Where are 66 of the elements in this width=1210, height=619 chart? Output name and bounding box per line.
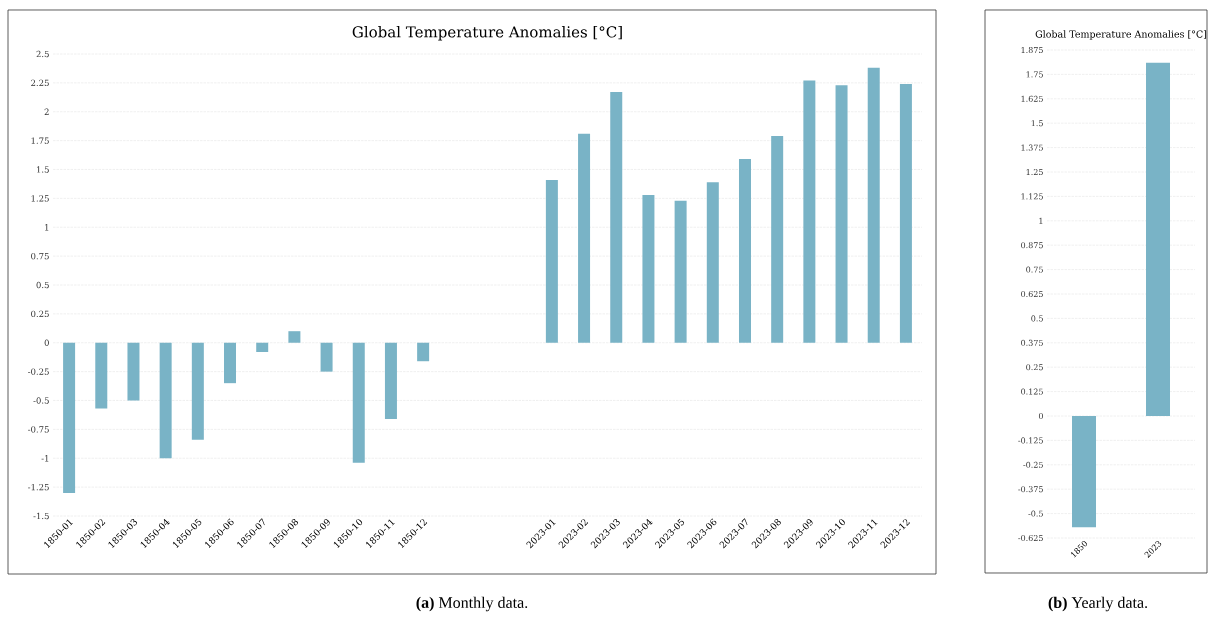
bar <box>352 342 365 463</box>
chart-title: Global Temperature Anomalies [°C] <box>1035 30 1207 40</box>
bar <box>610 92 623 343</box>
y-tick-label: 1.625 <box>1021 95 1043 102</box>
bar <box>867 67 880 343</box>
y-tick-label: 1.25 <box>1026 168 1043 176</box>
bar <box>803 80 816 343</box>
y-tick-label: 2.5 <box>36 50 49 58</box>
bar <box>384 342 397 419</box>
y-tick-label: 0.125 <box>1021 388 1043 395</box>
bar <box>545 179 558 343</box>
bar <box>578 133 591 343</box>
text: (b) Yearly data. <box>1048 596 1148 612</box>
y-tick-label: -0.75 <box>28 426 49 433</box>
y-tick-label: 1.25 <box>31 195 49 202</box>
bar <box>738 159 751 343</box>
bar <box>191 342 204 440</box>
y-tick-label: 2 <box>44 108 49 115</box>
y-tick-label: -0.5 <box>1028 510 1043 517</box>
y-tick-label: 1.75 <box>31 137 49 144</box>
y-tick-label: -0.375 <box>1018 486 1043 493</box>
y-tick-label: 0.5 <box>1031 315 1043 322</box>
bar <box>95 342 108 409</box>
y-tick-label: -0.625 <box>1018 534 1043 542</box>
y-tick-label: 1.125 <box>1021 193 1043 200</box>
bar <box>674 200 687 343</box>
bar <box>159 342 172 459</box>
y-tick-label: 0 <box>44 339 49 346</box>
y-tick-label: 0.25 <box>31 310 49 318</box>
y-tick-label: 0.875 <box>1021 242 1043 249</box>
chart-title: Global Temperature Anomalies [°C] <box>352 25 622 41</box>
y-tick-label: 0.75 <box>31 252 49 260</box>
y-tick-label: 1 <box>1039 217 1043 224</box>
y-tick-label: 1.75 <box>1026 71 1043 78</box>
y-tick-label: 0.5 <box>36 281 49 289</box>
bar <box>63 342 76 493</box>
y-tick-label: -0.5 <box>33 397 49 404</box>
bar <box>256 342 269 352</box>
bar <box>320 342 333 372</box>
bar <box>642 194 655 343</box>
bar <box>127 342 140 401</box>
y-tick-label: 1.875 <box>1021 46 1043 54</box>
bar <box>835 85 848 343</box>
y-tick-label: 2.25 <box>31 79 49 87</box>
bar <box>417 342 430 362</box>
y-tick-label: -1.5 <box>33 512 49 520</box>
y-tick-label: -1.25 <box>28 483 49 491</box>
y-tick-label: -0.25 <box>1023 461 1043 468</box>
y-tick-label: -0.125 <box>1018 437 1043 444</box>
bar <box>899 84 912 343</box>
bar <box>288 331 301 343</box>
y-tick-label: 1.375 <box>1021 144 1043 151</box>
text: (a) Monthly data. <box>416 596 528 612</box>
bar <box>706 182 719 343</box>
y-tick-label: 0.375 <box>1021 339 1043 346</box>
y-tick-label: 0.25 <box>1026 364 1043 371</box>
y-tick-label: 0.75 <box>1026 266 1043 273</box>
y-tick-label: -0.25 <box>28 368 49 375</box>
y-tick-label: 1.5 <box>36 166 49 173</box>
y-tick-label: -1 <box>41 455 49 462</box>
y-tick-label: 1 <box>45 224 49 231</box>
bar <box>224 342 237 384</box>
bar <box>771 136 784 343</box>
y-tick-label: 0.625 <box>1021 290 1043 298</box>
y-tick-label: 0 <box>1038 412 1043 420</box>
y-tick-label: 1.5 <box>1031 120 1043 127</box>
